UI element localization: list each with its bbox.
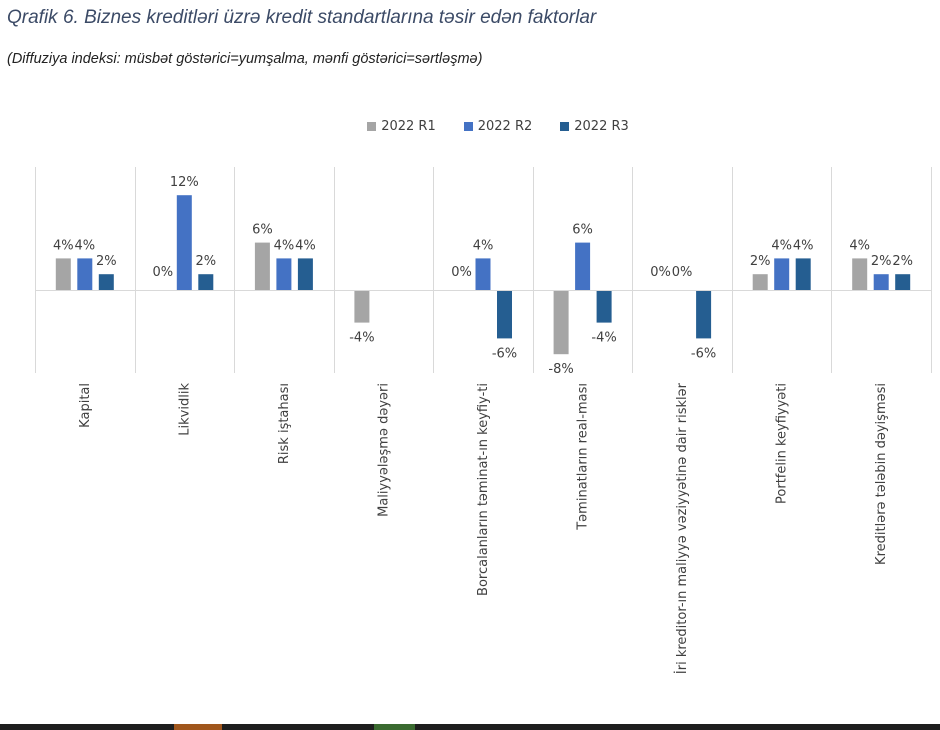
data-label: 4% xyxy=(793,238,814,253)
category-label: İri kreditor-ın maliyyə vəziyyətinə dair… xyxy=(674,382,690,674)
data-label: 6% xyxy=(572,223,593,238)
data-label: 4% xyxy=(849,238,870,253)
gridlines xyxy=(35,167,932,373)
data-label: -4% xyxy=(591,331,616,346)
chart-title: Qrafik 6. Biznes kreditləri üzrə kredit … xyxy=(7,7,597,28)
bar-2022-r3 xyxy=(497,291,512,339)
data-label: 2% xyxy=(871,254,892,269)
bar-2022-r3 xyxy=(297,258,313,290)
legend-label-r1: 2022 R1 xyxy=(381,119,436,134)
data-label: 0% xyxy=(672,265,693,280)
category-label: Likvidlik xyxy=(177,383,192,436)
chart-subtitle: (Diffuziya indeksi: müsbət göstərici=yum… xyxy=(7,51,483,67)
legend: 2022 R1 2022 R2 2022 R3 xyxy=(0,119,940,134)
data-label: 4% xyxy=(274,238,295,253)
data-label: 4% xyxy=(74,238,95,253)
data-label: -4% xyxy=(349,331,374,346)
bar-2022-r2 xyxy=(575,242,591,290)
legend-label-r3: 2022 R3 xyxy=(574,119,629,134)
data-label: 0% xyxy=(650,265,671,280)
bar-2022-r3 xyxy=(795,258,811,290)
bar-2022-r2 xyxy=(276,258,292,290)
data-label: -6% xyxy=(492,346,517,361)
data-label: 0% xyxy=(152,265,173,280)
bar-2022-r1 xyxy=(553,291,569,355)
category-label: Maliyyələşmə dəyəri xyxy=(376,383,391,517)
data-label: 2% xyxy=(96,254,117,269)
category-labels: Kapital Likvidlik Risk iştahası Maliyyələşm… xyxy=(78,382,889,674)
bar-2022-r3 xyxy=(696,291,712,339)
bottom-strip-accent-green xyxy=(374,724,415,730)
bar-2022-r1 xyxy=(752,274,768,290)
data-label: 4% xyxy=(295,238,316,253)
category-label: Borcalanların təminat-ın keyfiy-ti xyxy=(476,383,491,596)
bar-2022-r1 xyxy=(55,258,71,290)
category-label: Risk iştahası xyxy=(277,383,292,464)
category-label: Kapital xyxy=(78,383,93,428)
data-label: 2% xyxy=(195,254,216,269)
bar-2022-r3 xyxy=(596,291,612,323)
bar-2022-r1 xyxy=(354,291,370,323)
data-labels: 4% 4%2%0%12%2%6%4% 4%-4%0%4%-6%-8%6%-4%0% 0… xyxy=(53,175,913,377)
data-label: 0% xyxy=(451,265,472,280)
data-label: 2% xyxy=(750,254,771,269)
category-label: Kreditlərə tələbin dəyişməsi xyxy=(874,383,889,565)
category-label: Portfelin keyfiyyəti xyxy=(775,383,790,504)
legend-item-r2: 2022 R2 xyxy=(463,119,533,134)
bar-2022-r3 xyxy=(895,274,911,290)
bar-2022-r1 xyxy=(852,258,868,290)
bar-2022-r2 xyxy=(774,258,790,290)
legend-label-r2: 2022 R2 xyxy=(477,119,533,134)
legend-swatch-r3 xyxy=(560,122,570,131)
bar-2022-r3 xyxy=(98,274,114,290)
bar-2022-r1 xyxy=(254,242,270,290)
bar-2022-r2 xyxy=(77,258,93,290)
bars xyxy=(55,195,911,355)
bar-2022-r2 xyxy=(475,258,491,290)
data-label: 4% xyxy=(53,238,74,253)
legend-item-r3: 2022 R3 xyxy=(560,119,629,134)
data-label: 4% xyxy=(771,238,792,253)
data-label: 12% xyxy=(170,175,199,190)
bar-2022-r2 xyxy=(873,274,889,290)
category-label: Təminatların real-ması xyxy=(576,383,591,531)
legend-swatch-r2 xyxy=(463,122,473,131)
legend-item-r1: 2022 R1 xyxy=(367,119,436,134)
data-label: 4% xyxy=(473,238,494,253)
data-label: -8% xyxy=(548,362,573,377)
bar-2022-r2 xyxy=(176,195,192,290)
data-label: 2% xyxy=(892,254,913,269)
data-label: -6% xyxy=(691,346,716,361)
bar-2022-r3 xyxy=(198,274,214,290)
data-label: 6% xyxy=(252,223,273,238)
legend-swatch-r1 xyxy=(367,122,377,131)
bottom-strip-accent-orange xyxy=(174,724,222,730)
bottom-strip xyxy=(0,724,940,730)
